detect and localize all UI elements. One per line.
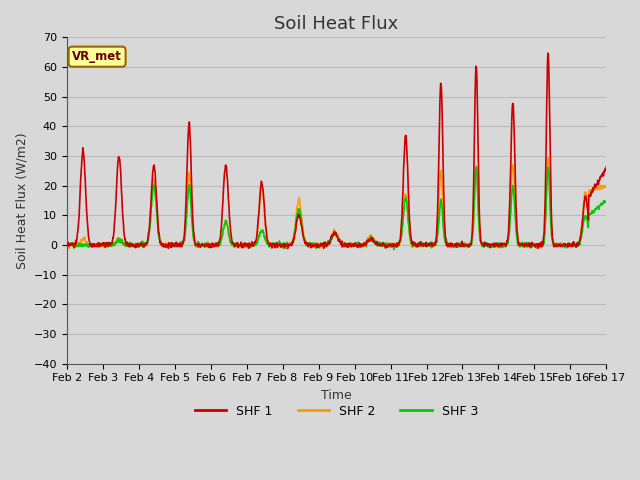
SHF 2 [420,243,428,249]
Line: SHF 1: SHF 1 [67,53,606,249]
SHF 2 [539,241,547,247]
SHF 1 [284,246,291,252]
Title: Soil Heat Flux: Soil Heat Flux [275,15,399,33]
Text: VR_met: VR_met [72,50,122,63]
SHF 3 [420,242,428,248]
SHF 3 [491,242,499,248]
SHF 3 [183,210,191,216]
SHF 3 [602,198,610,204]
SHF 1 [491,240,499,246]
Legend: SHF 1, SHF 2, SHF 3: SHF 1, SHF 2, SHF 3 [190,400,483,423]
SHF 2 [491,242,499,248]
SHF 3 [539,241,547,247]
SHF 3 [63,243,70,249]
SHF 2 [63,242,70,248]
SHF 3 [544,165,552,170]
SHF 2 [170,242,177,248]
SHF 2 [544,155,552,160]
SHF 1 [420,241,428,247]
SHF 2 [243,244,251,250]
SHF 2 [183,202,191,207]
SHF 1 [544,50,552,56]
SHF 1 [243,241,251,247]
Y-axis label: Soil Heat Flux (W/m2): Soil Heat Flux (W/m2) [15,132,28,269]
Line: SHF 2: SHF 2 [67,157,606,249]
SHF 3 [243,242,251,248]
SHF 3 [390,247,397,252]
SHF 2 [602,183,610,189]
SHF 2 [280,246,287,252]
SHF 3 [170,242,177,248]
SHF 1 [539,239,547,244]
SHF 1 [602,164,610,169]
SHF 1 [183,175,191,180]
Line: SHF 3: SHF 3 [67,168,606,250]
SHF 1 [170,241,177,247]
X-axis label: Time: Time [321,389,352,402]
SHF 1 [63,240,70,246]
